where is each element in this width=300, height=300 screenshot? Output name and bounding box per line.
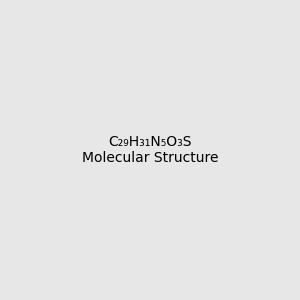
Text: C₂₉H₃₁N₅O₃S
Molecular Structure: C₂₉H₃₁N₅O₃S Molecular Structure (82, 135, 218, 165)
